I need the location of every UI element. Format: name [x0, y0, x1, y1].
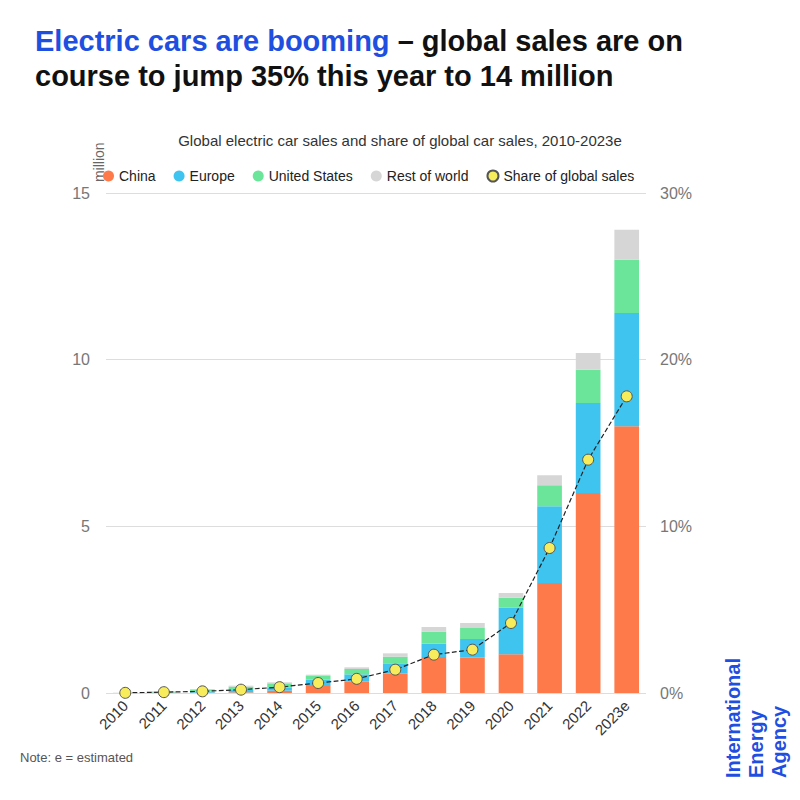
html-text:Electric cars are booming – gl: Electric cars are booming – global sales… [35, 25, 683, 92]
svg-text:5: 5 [81, 518, 90, 535]
svg-text:China: China [119, 168, 156, 184]
svg-text:2016: 2016 [327, 697, 363, 733]
svg-text:Rest of world: Rest of world [387, 168, 469, 184]
svg-text:Europe: Europe [190, 168, 235, 184]
svg-text:International: International [722, 652, 744, 778]
svg-text:10%: 10% [660, 518, 692, 535]
svg-text:Note: e = estimated: Note: e = estimated [20, 750, 133, 765]
svg-text:2010: 2010 [96, 697, 132, 733]
svg-text:2012: 2012 [173, 697, 209, 733]
svg-text:2011: 2011 [135, 697, 170, 732]
svg-text:2020: 2020 [481, 697, 517, 733]
svg-text:Energy: Energy [745, 705, 767, 778]
svg-text:2019: 2019 [443, 697, 479, 733]
svg-text:2018: 2018 [404, 697, 440, 733]
svg-text:Share of global sales: Share of global sales [503, 168, 634, 184]
svg-text:2014: 2014 [250, 697, 286, 733]
svg-text:Agency: Agency [768, 705, 790, 778]
svg-text:2021: 2021 [520, 697, 556, 733]
svg-text:million: million [91, 142, 107, 183]
svg-text:10: 10 [72, 351, 90, 368]
svg-text:0: 0 [81, 685, 90, 702]
svg-text:15: 15 [72, 185, 90, 202]
svg-text:2022: 2022 [559, 697, 595, 733]
svg-text:Global electric car sales and: Global electric car sales and share of g… [178, 132, 622, 149]
svg-text:0%: 0% [660, 685, 683, 702]
svg-text:2023e: 2023e [591, 697, 632, 738]
svg-text:2015: 2015 [289, 697, 325, 733]
svg-text:United States: United States [269, 168, 353, 184]
svg-text:20%: 20% [660, 351, 692, 368]
svg-text:30%: 30% [660, 185, 692, 202]
svg-text:2017: 2017 [366, 697, 402, 733]
svg-text:2013: 2013 [211, 697, 247, 733]
